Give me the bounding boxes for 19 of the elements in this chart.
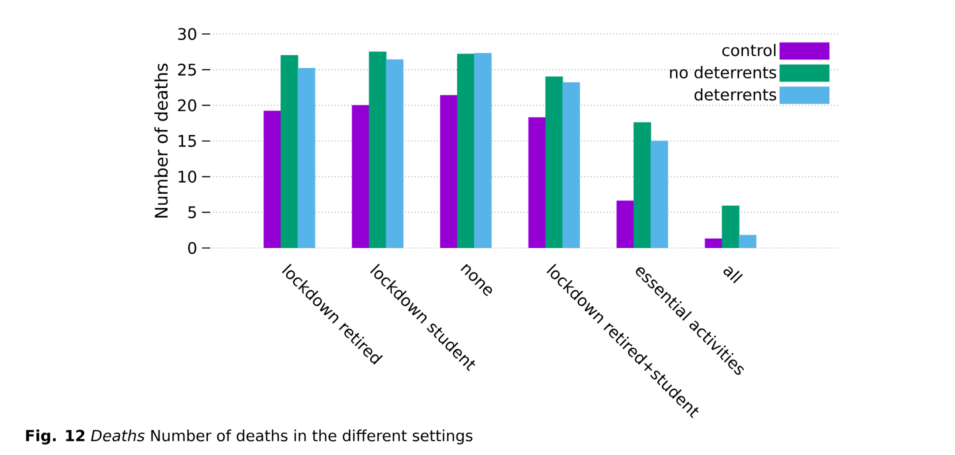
legend-label: control (722, 44, 776, 56)
bar (457, 54, 475, 248)
y-tick-label: 30 (178, 28, 196, 40)
bar (368, 52, 386, 248)
y-tick-label: 0 (188, 242, 196, 254)
bar (280, 55, 298, 248)
bar (722, 206, 740, 248)
bar (545, 76, 563, 248)
legend-label: deterrents (694, 88, 776, 101)
x-tick-label: all (724, 266, 743, 284)
y-tick-label: 10 (178, 170, 196, 183)
y-tick-label: 25 (178, 64, 196, 76)
y-tick-label: 20 (178, 99, 196, 112)
y-tick-label: 15 (178, 135, 196, 147)
y-axis-title: Number of deaths (154, 64, 168, 218)
text: Fig. 12 Deaths Number of deaths in the different settings (26, 430, 472, 444)
bar (634, 122, 652, 248)
y-tick-label: 5 (188, 206, 196, 218)
legend-label: no deterrents (670, 66, 776, 78)
